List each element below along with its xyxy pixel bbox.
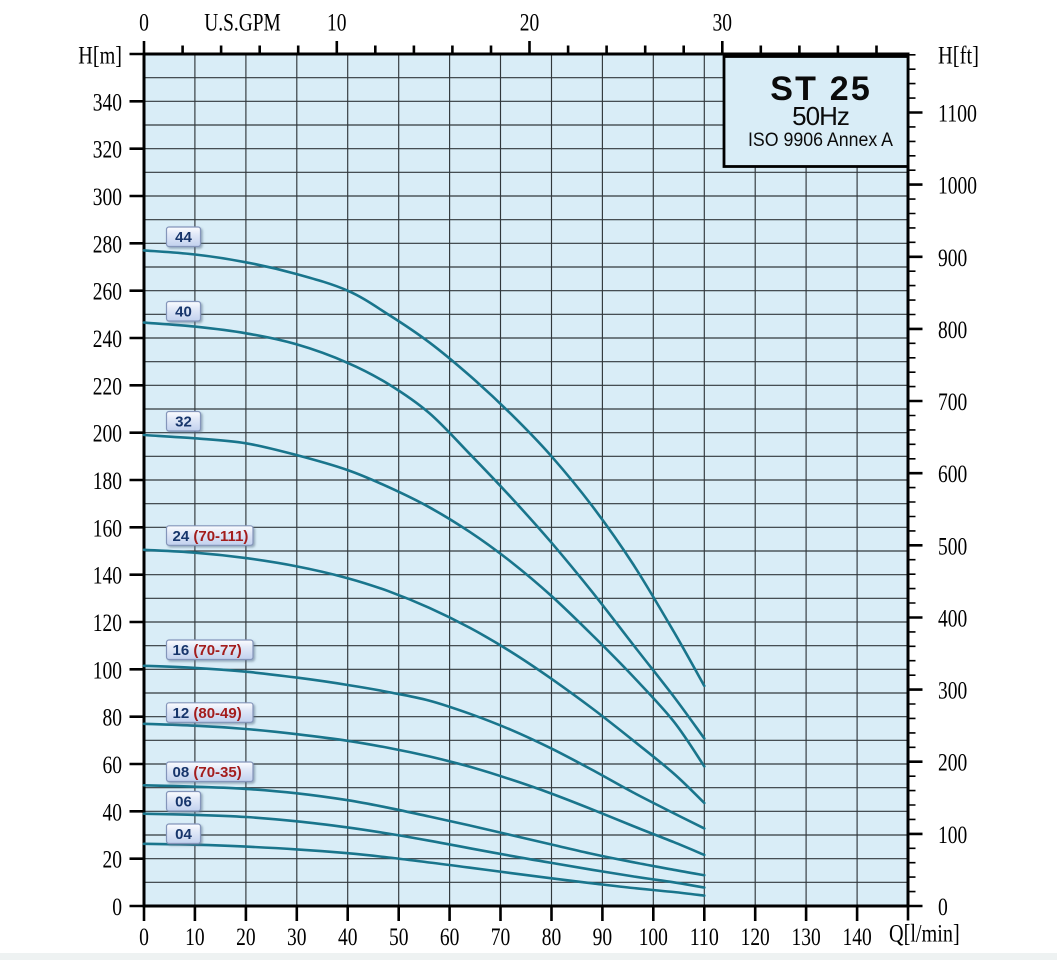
svg-text:160: 160 <box>93 515 122 542</box>
svg-text:100: 100 <box>639 924 668 951</box>
svg-text:280: 280 <box>93 231 122 258</box>
svg-text:Q[l/min]: Q[l/min] <box>889 921 960 948</box>
svg-text:200: 200 <box>93 421 122 448</box>
svg-text:08 (70-35): 08 (70-35) <box>173 764 242 781</box>
svg-text:1000: 1000 <box>938 173 977 200</box>
svg-text:200: 200 <box>938 750 967 777</box>
svg-text:130: 130 <box>792 924 821 951</box>
svg-text:120: 120 <box>93 610 122 637</box>
svg-text:900: 900 <box>938 245 967 272</box>
svg-text:140: 140 <box>843 924 872 951</box>
svg-text:10: 10 <box>185 924 205 951</box>
svg-text:260: 260 <box>93 279 122 306</box>
svg-text:H[m]: H[m] <box>78 43 122 70</box>
svg-text:400: 400 <box>938 606 967 633</box>
svg-text:16 (70-77): 16 (70-77) <box>173 642 242 659</box>
svg-text:100: 100 <box>938 822 967 849</box>
svg-text:80: 80 <box>103 705 123 732</box>
svg-text:20: 20 <box>103 847 123 874</box>
svg-text:50Hz: 50Hz <box>792 101 850 131</box>
svg-text:110: 110 <box>690 924 719 951</box>
svg-text:0: 0 <box>112 894 122 921</box>
svg-text:20: 20 <box>236 924 256 951</box>
svg-text:500: 500 <box>938 533 967 560</box>
svg-text:700: 700 <box>938 389 967 416</box>
svg-text:100: 100 <box>93 657 122 684</box>
svg-text:800: 800 <box>938 317 967 344</box>
svg-text:40: 40 <box>103 799 123 826</box>
svg-text:120: 120 <box>741 924 770 951</box>
svg-text:40: 40 <box>175 304 192 321</box>
svg-text:90: 90 <box>593 924 613 951</box>
svg-text:240: 240 <box>93 326 122 353</box>
svg-text:220: 220 <box>93 373 122 400</box>
svg-text:0: 0 <box>139 924 149 951</box>
svg-text:60: 60 <box>440 924 460 951</box>
svg-text:24 (70-111): 24 (70-111) <box>173 528 249 545</box>
svg-text:340: 340 <box>93 89 122 116</box>
svg-text:320: 320 <box>93 137 122 164</box>
svg-text:U.S.GPM: U.S.GPM <box>204 10 281 37</box>
svg-text:180: 180 <box>93 468 122 495</box>
svg-text:12 (80-49): 12 (80-49) <box>173 705 242 722</box>
svg-text:04: 04 <box>175 826 192 843</box>
svg-text:50: 50 <box>389 924 409 951</box>
svg-text:80: 80 <box>542 924 562 951</box>
svg-text:H[ft]: H[ft] <box>938 43 979 70</box>
svg-text:ST 25: ST 25 <box>770 70 870 108</box>
svg-text:30: 30 <box>713 10 733 37</box>
svg-text:10: 10 <box>327 10 347 37</box>
svg-text:140: 140 <box>93 563 122 590</box>
svg-text:06: 06 <box>175 794 192 811</box>
svg-text:600: 600 <box>938 461 967 488</box>
svg-text:20: 20 <box>520 10 540 37</box>
svg-text:0: 0 <box>938 894 948 921</box>
svg-text:1100: 1100 <box>938 101 977 128</box>
svg-text:60: 60 <box>103 752 123 779</box>
svg-text:ISO 9906 Annex A: ISO 9906 Annex A <box>748 130 893 151</box>
svg-text:30: 30 <box>287 924 307 951</box>
svg-text:44: 44 <box>175 229 192 246</box>
svg-text:300: 300 <box>93 184 122 211</box>
svg-text:32: 32 <box>175 414 192 431</box>
svg-text:70: 70 <box>491 924 511 951</box>
svg-text:40: 40 <box>338 924 358 951</box>
svg-text:300: 300 <box>938 678 967 705</box>
svg-text:0: 0 <box>139 10 149 37</box>
